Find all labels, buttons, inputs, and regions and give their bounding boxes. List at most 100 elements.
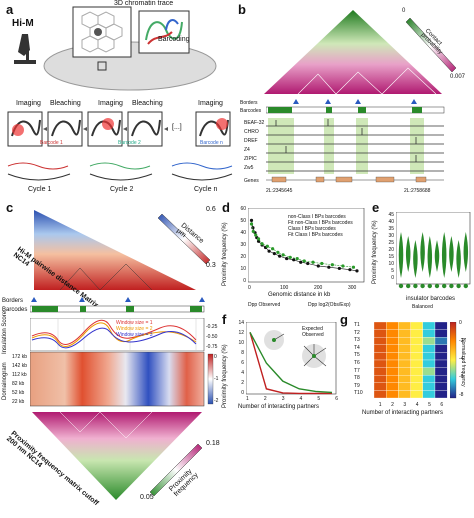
chip-tracks	[266, 118, 444, 174]
d-ytick: 10	[240, 266, 246, 272]
heatmap-cell	[398, 375, 411, 383]
panel-d: Proximity frequency (%) 60 50 40 30 20 1…	[222, 200, 372, 312]
cycle-diagram	[7, 111, 233, 181]
f-xlabel: Number of interacting partners	[238, 404, 320, 410]
insulation-label: Insulation Score	[2, 310, 8, 354]
heatmap-cell	[386, 375, 399, 383]
step-label-1: Imaging	[16, 100, 41, 107]
heatmap-cell	[386, 390, 399, 399]
step-label-6: Imaging	[198, 100, 223, 107]
g-xtick: 3	[403, 402, 407, 408]
heatmap-cell	[398, 390, 411, 399]
panel-c: Hi-M pairwise distance Matrix NC14 0.6 0…	[0, 200, 222, 507]
heatmap-cell	[422, 337, 436, 345]
violin	[434, 240, 440, 272]
window-legend-2: Window size = 2	[116, 326, 153, 332]
c-barcode-strip	[30, 297, 205, 313]
window-legend-1: Window size = 1	[116, 320, 153, 326]
heatmap-cell	[386, 329, 399, 338]
heatmap-cell	[410, 322, 423, 330]
heatmap-g	[374, 322, 448, 399]
panel-g: T1 T2 T3 T4 T5 T6 T7 T8 T9 T10 0 -2 -4 -6 -8 Norm…	[340, 312, 474, 432]
e-foot: Balanced	[412, 304, 433, 310]
g-row-labels: T1 T2 T3 T4 T5 T6 T7 T8 T9 T10	[354, 322, 370, 398]
barcoding-label: Barcoding	[158, 36, 190, 43]
distance-scale-bottom: 0.3	[206, 262, 216, 269]
heatmap-cell	[398, 359, 411, 368]
domainogram-label: Domainogram	[2, 362, 8, 400]
g-colorbar	[450, 322, 457, 399]
f-legend-expected: Expected	[302, 326, 323, 332]
f-ytick: 4	[241, 370, 244, 376]
e-ytick: 35	[388, 226, 394, 232]
d-ytick: 40	[240, 230, 246, 236]
f-ytick: 2	[241, 380, 244, 386]
d-legend-item: Fit Class I BPs barcodes	[288, 232, 343, 238]
cycle-2-label: Cycle 2	[110, 186, 134, 193]
dom-tick: 142 kb	[12, 363, 28, 369]
step-label-4: Bleaching	[132, 100, 163, 107]
scatter-plot-d	[248, 208, 365, 283]
g-cbar-tick: -4	[459, 356, 464, 362]
heatmap-cell	[374, 375, 387, 383]
violin	[441, 232, 447, 278]
f-yticks: 14 12 10 8 6 4 2 0	[232, 320, 244, 400]
prox-scale-bottom: 0.05	[140, 494, 154, 501]
g-row-label: T4	[354, 344, 360, 351]
scatter-point	[341, 264, 345, 268]
g-xtick: 1	[378, 402, 382, 408]
fit-line	[251, 220, 358, 272]
violin	[420, 232, 425, 272]
g-xtick: 2	[391, 402, 394, 408]
e-ytick: 30	[388, 233, 394, 239]
f-xtick: 4	[299, 396, 303, 402]
d-ylabel: Proximity frequency (%)	[222, 222, 228, 286]
track-label: DREF	[244, 138, 258, 144]
heatmap-cell	[398, 352, 411, 361]
e-ytick: 0	[391, 275, 394, 281]
violin	[463, 232, 469, 272]
line-plot-f	[246, 322, 337, 395]
e-ytick: 25	[388, 240, 394, 246]
c-barcodes-label: Barcodes	[2, 307, 28, 313]
d-xtick: 200	[314, 285, 323, 291]
barcode-dot	[427, 283, 432, 289]
d-ytick: 60	[240, 206, 246, 212]
cycle-1-label: Cycle 1	[28, 186, 52, 193]
barcode-1-label: Barcode 1	[40, 140, 63, 146]
e-xlabel: insulator barcodes	[406, 296, 456, 302]
b-barcode-strip	[266, 99, 445, 114]
step-label-5: [...]	[172, 124, 182, 131]
heatmap-cell	[422, 329, 436, 338]
f-xtick: 5	[317, 396, 321, 402]
panel-label-a: a	[6, 2, 14, 17]
scatter-point	[302, 259, 306, 263]
distance-colorbar	[157, 213, 211, 265]
coord-left: 2L:2345645	[266, 188, 293, 194]
dom-tick: 112 kb	[12, 372, 27, 378]
d-foot-right: Dpp log2(Obs/Exp)	[308, 302, 351, 308]
g-row-label: T10	[354, 390, 363, 397]
fit-line	[251, 223, 354, 268]
contact-scale-max: 0.007	[450, 74, 466, 80]
heatmap-cell	[374, 337, 387, 345]
heatmap-cell	[398, 382, 411, 391]
violin	[449, 236, 454, 272]
g-xticks: 1 2 3 4 5 6	[374, 402, 448, 408]
heatmap-cell	[398, 322, 411, 330]
step-label-3: Imaging	[98, 100, 123, 107]
contact-colorbar	[405, 17, 457, 73]
heatmap-cell	[422, 382, 436, 391]
domainogram-plot	[30, 352, 214, 407]
panel-b: Hi-C Matrix NC14 0 0.007 Contact probabi…	[238, 0, 474, 200]
heatmap-cell	[434, 344, 448, 353]
heatmap-cell	[386, 322, 399, 330]
violin	[427, 236, 433, 278]
panel-f: Proximity frequency (%) 14 12 10 8 6 4 2…	[222, 312, 340, 432]
heatmap-cell	[398, 329, 411, 338]
genes-label: Genes	[244, 178, 259, 184]
g-scale-label: Normalized frequency	[460, 338, 466, 387]
g-cbar-tick: -2	[459, 338, 464, 344]
step-label-2: Bleaching	[50, 100, 81, 107]
heatmap-cell	[374, 329, 387, 338]
